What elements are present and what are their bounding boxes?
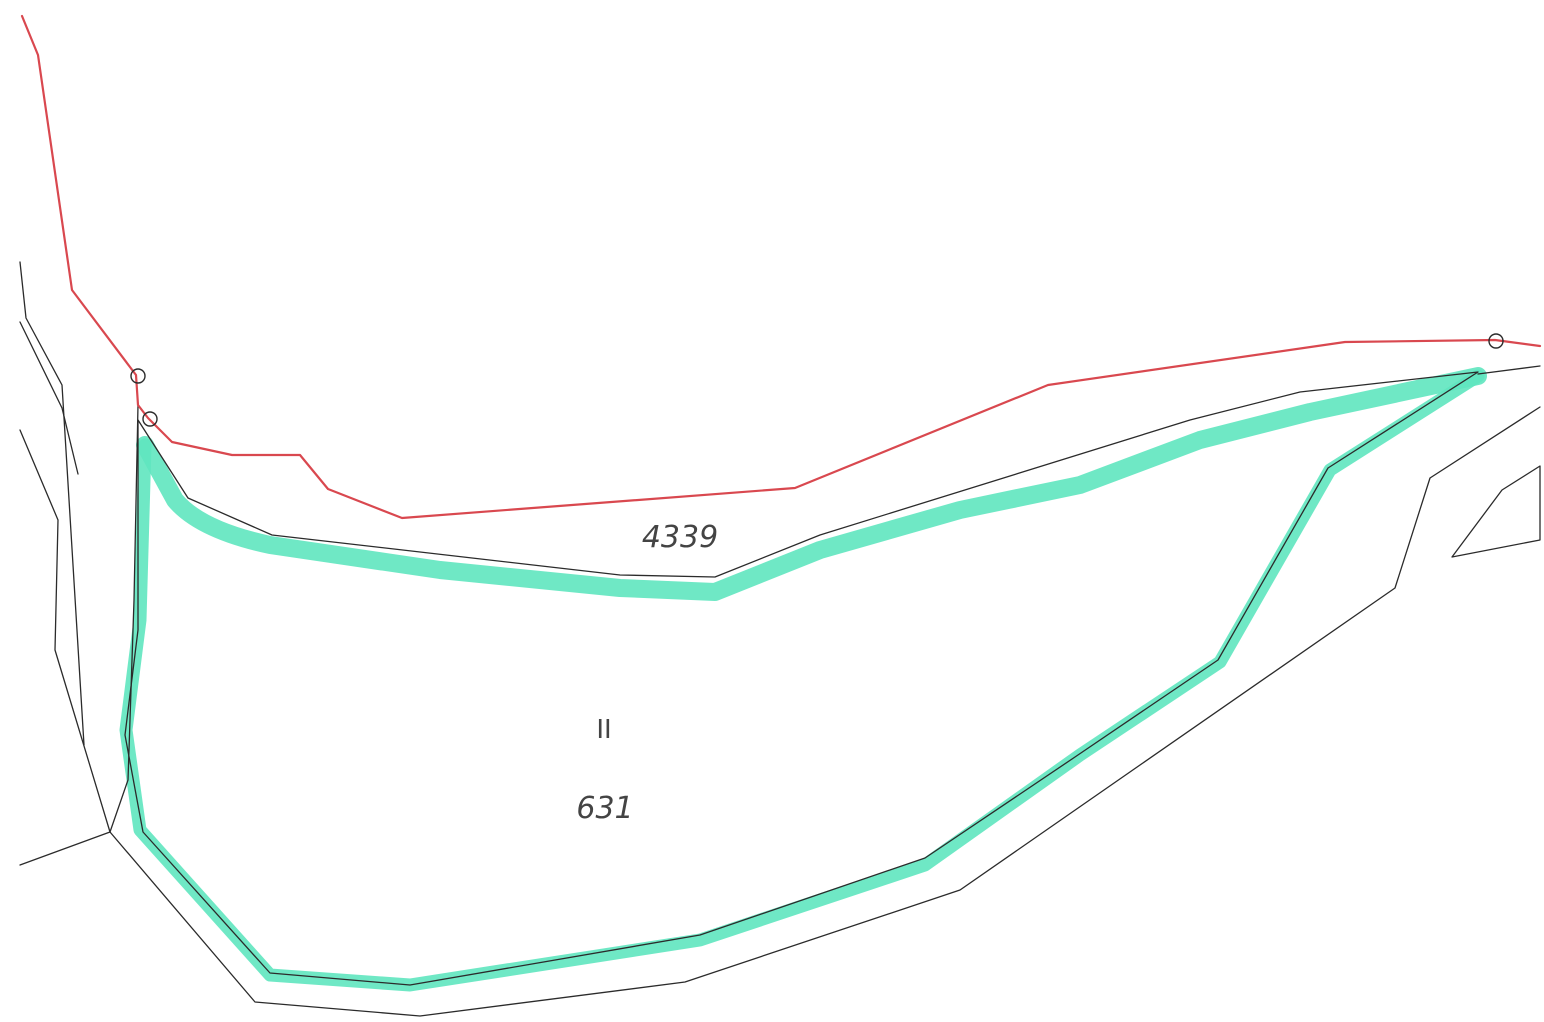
- southwest-parcel-edge: [19, 831, 111, 866]
- road-edge-south: [109, 404, 1541, 1017]
- parcel-number-label: 631: [576, 791, 633, 826]
- survey-point-icon: [1488, 333, 1504, 349]
- east-small-parcel: [1451, 465, 1541, 558]
- survey-point-icon: [130, 368, 146, 384]
- map-labels: 4339 631 II: [576, 520, 718, 826]
- west-parcel-edge-c: [19, 429, 111, 833]
- road-edge-east: [1477, 365, 1541, 375]
- parcel-631-outline: [124, 371, 1479, 986]
- soil-class-label: II: [596, 715, 611, 745]
- highlight-band-north: [136, 367, 1487, 601]
- west-parcel-edge-b: [19, 321, 79, 475]
- west-parcel-edge-a: [19, 261, 85, 746]
- parcel-lines: [19, 261, 1541, 1017]
- parcel-number-label: 4339: [642, 520, 718, 555]
- red-boundary-line: [20, 14, 1542, 520]
- survey-markers: [130, 333, 1504, 427]
- survey-point-icon: [142, 411, 158, 427]
